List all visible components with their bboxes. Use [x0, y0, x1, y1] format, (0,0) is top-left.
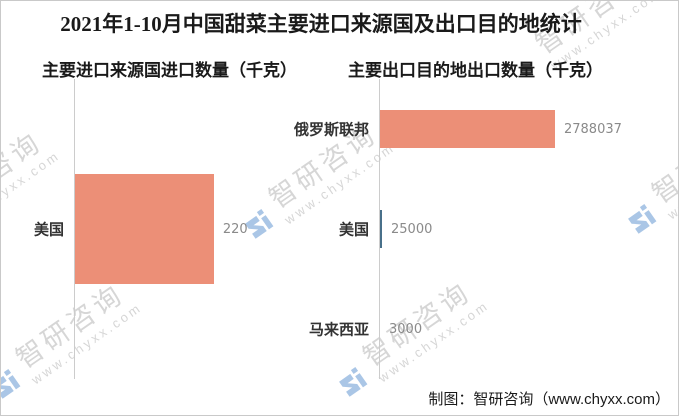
category-label: 美国 [338, 221, 369, 239]
import-chart: 主要进口来源国进口数量（千克） 美国 220 [1, 49, 341, 389]
page-title: 2021年1-10月中国甜菜主要进口来源国及出口目的地统计 [60, 12, 582, 36]
import-chart-title: 主要进口来源国进口数量（千克） [42, 61, 297, 80]
bar [380, 210, 382, 248]
category-label: 俄罗斯联邦 [293, 121, 369, 139]
export-chart: 主要出口目的地出口数量（千克） 俄罗斯联邦 2788037 美国 25000 马来西亚 3… [294, 49, 678, 389]
import-chart-rows: 美国 220 [34, 79, 337, 379]
value-label: 220 [222, 221, 248, 237]
category-row: 俄罗斯联邦 2788037 [294, 79, 674, 179]
credit-line: 制图：智研咨询（www.chyxx.com） [428, 391, 670, 408]
export-chart-plot: 俄罗斯联邦 2788037 美国 25000 马来西亚 3000 [294, 79, 674, 379]
category-row: 美国 220 [34, 79, 337, 379]
export-chart-title: 主要出口目的地出口数量（千克） [348, 61, 603, 80]
value-label: 25000 [391, 221, 433, 237]
export-chart-rows: 俄罗斯联邦 2788037 美国 25000 马来西亚 3000 [294, 79, 674, 379]
value-label: 2788037 [563, 121, 622, 137]
category-row: 马来西亚 3000 [309, 279, 674, 379]
category-label: 马来西亚 [308, 321, 369, 339]
bar [75, 174, 214, 284]
import-chart-plot: 美国 220 [34, 79, 337, 379]
category-row: 美国 25000 [339, 179, 674, 279]
value-label: 3000 [389, 321, 423, 337]
category-label: 美国 [33, 221, 64, 239]
bar [380, 110, 555, 148]
